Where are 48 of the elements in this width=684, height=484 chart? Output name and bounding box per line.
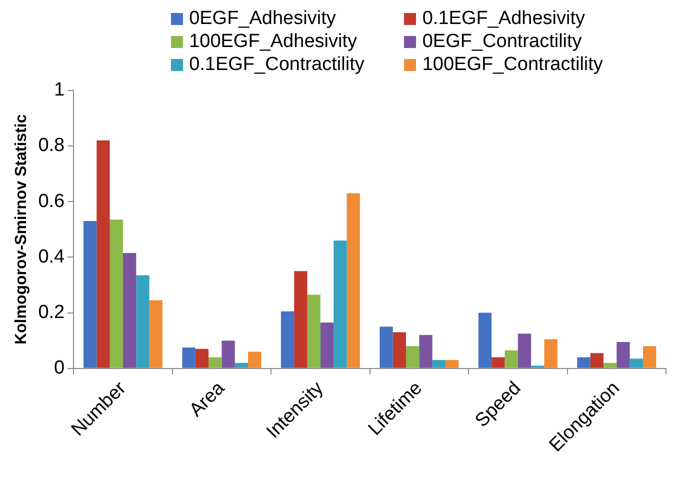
bar [307,294,320,368]
bar [208,357,222,368]
bar [544,339,558,368]
y-axis-title: Kolmogorov-Smirnov Statistic [13,114,30,345]
bar [518,334,532,368]
y-tick-label: 0.6 [38,190,65,212]
bar [182,348,196,368]
bar [432,360,446,368]
bar [346,193,360,368]
bar [320,322,334,368]
bar [122,253,136,368]
bar [334,240,347,368]
bar [478,312,492,368]
bar [110,220,123,368]
legend-label: 0.1EGF_Contractility [189,54,364,76]
bar [577,357,590,368]
bar [248,352,262,368]
bar [616,342,630,368]
legend-label: 0EGF_Contractility [422,31,582,53]
bar [234,362,248,368]
bar [446,360,459,368]
bar [222,340,235,368]
legend-label: 0.1EGF_Adhesivity [422,8,585,30]
y-tick-label: 0 [54,358,65,379]
bar [406,346,420,368]
bar [642,346,656,368]
bar [603,362,617,368]
y-tick-label: 1 [54,80,65,101]
bar [419,335,432,368]
bar [590,353,604,368]
bar [492,357,505,368]
bar [504,350,518,368]
bar [96,140,110,368]
y-tick-label: 0.4 [38,246,66,268]
legend-label: 100EGF_Contractility [422,54,603,76]
bar [630,358,643,368]
bar [294,271,308,368]
y-tick-label: 0.2 [38,302,65,324]
bar [195,348,209,368]
y-tick-label: 0.8 [38,135,65,156]
bar [83,221,97,368]
bar [380,326,393,368]
bar [392,332,406,368]
bar [136,275,150,368]
legend-label: 100EGF_Adhesivity [189,31,357,53]
legend-label: 0EGF_Adhesivity [189,8,336,30]
bar [149,300,162,368]
bar [280,311,294,368]
